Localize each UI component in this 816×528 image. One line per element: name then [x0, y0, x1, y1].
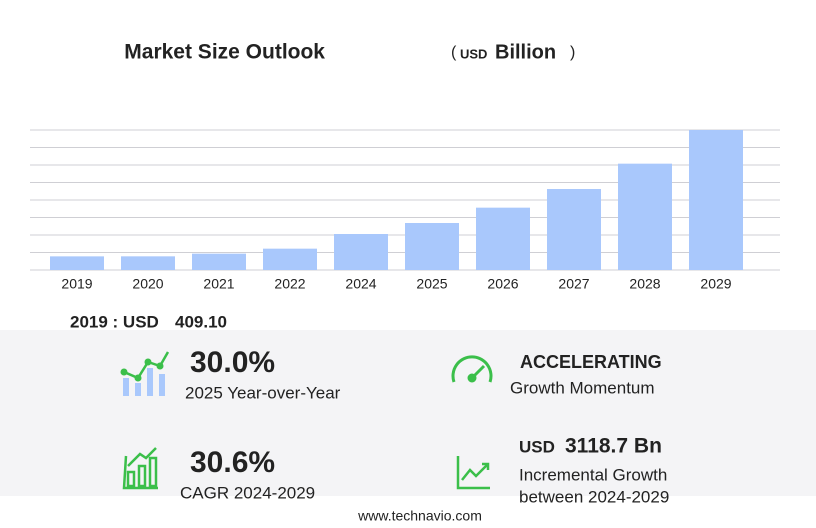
x-tick-label: 2027: [558, 276, 589, 292]
momentum-value: ACCELERATING: [520, 352, 662, 372]
x-tick-label: 2024: [345, 276, 376, 292]
bar: [476, 207, 530, 270]
yoy-value: 30.0%: [190, 346, 275, 379]
plot: 2019 2020 2021 2022 2024 2025 2026 2027 2028 2029: [30, 129, 780, 292]
base-value: 409.10: [175, 312, 227, 331]
paren: (: [451, 44, 457, 61]
bar: [689, 130, 743, 270]
paren: ): [570, 44, 575, 61]
icon-bars: [122, 447, 158, 490]
yoy-label: 2025 Year-over-Year: [185, 383, 341, 402]
cagr-value: 30.6%: [190, 446, 275, 479]
bar: [334, 234, 388, 270]
icon-gauge: [451, 355, 493, 383]
incr-prefix: USD: [519, 437, 555, 456]
incr-value: 3118.7 Bn: [565, 435, 662, 458]
x-tick-label: 2020: [132, 276, 163, 292]
bar: [547, 189, 601, 270]
momentum-label: Growth Momentum: [510, 378, 655, 397]
base-label: 2019 : USD: [70, 312, 159, 331]
bar: [192, 253, 246, 270]
incr-label: between 2024-2029: [519, 487, 669, 506]
bar: [618, 163, 672, 270]
bar: [50, 256, 104, 270]
x-tick-label: 2019: [61, 276, 92, 292]
cagr-label: CAGR 2024-2029: [180, 483, 315, 502]
chart-title: Market Size Outlook: [124, 41, 325, 64]
x-tick-label: 2028: [629, 276, 660, 292]
bar: [405, 223, 459, 270]
x-tick-label: 2022: [274, 276, 305, 292]
unit-prefix: USD: [460, 46, 487, 61]
bar: [121, 256, 175, 270]
x-tick-label: 2021: [203, 276, 234, 292]
stats-panel: [0, 330, 816, 496]
x-tick-label: 2029: [700, 276, 731, 292]
x-tick-label: 2025: [416, 276, 447, 292]
footer: www.technavio.com: [357, 508, 482, 524]
x-tick-label: 2026: [487, 276, 518, 292]
bar: [263, 248, 317, 270]
icon-trend: [120, 351, 170, 396]
incr-label: Incremental Growth: [519, 465, 667, 484]
unit: Billion: [495, 41, 556, 63]
icon-growth: [456, 456, 490, 490]
